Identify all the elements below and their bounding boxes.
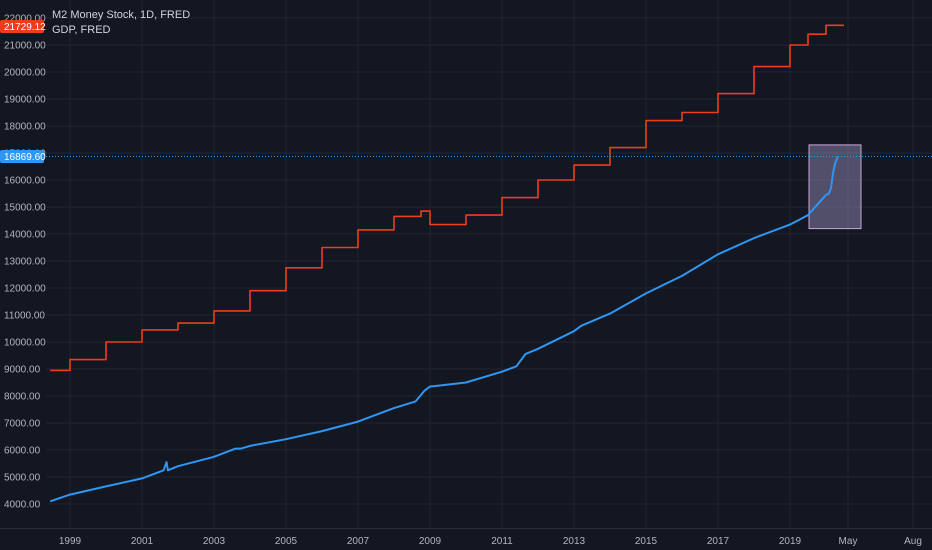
y-tick-label: 10000.00 xyxy=(4,338,46,349)
y-tick-label: 12000.00 xyxy=(4,284,46,295)
y-tick-label: 18000.00 xyxy=(4,122,46,133)
x-tick-label: 2005 xyxy=(275,536,298,547)
gdp-price-tag xyxy=(0,20,44,33)
chart-legend: M2 Money Stock, 1D, FRED GDP, FRED xyxy=(52,8,190,38)
legend-m2-label[interactable]: M2 Money Stock, 1D, FRED xyxy=(52,9,191,21)
y-tick-label: 22000.00 xyxy=(4,14,46,25)
x-tick-label: 2003 xyxy=(203,536,226,547)
x-tick-label: 2011 xyxy=(491,536,513,547)
x-tick-label: Aug xyxy=(904,536,922,547)
y-tick-label: 21000.00 xyxy=(4,41,46,52)
highlight-region xyxy=(808,144,862,230)
y-tick-label: 6000.00 xyxy=(4,446,41,457)
x-tick-label: 2009 xyxy=(419,536,442,547)
y-tick-label: 5000.00 xyxy=(4,473,41,484)
gdp-price-tag-text: 21729.12 xyxy=(4,22,46,33)
y-tick-label: 19000.00 xyxy=(4,95,46,106)
legend-gdp-label[interactable]: GDP, FRED xyxy=(52,24,111,36)
gdp-series-line xyxy=(50,24,844,372)
x-tick-label: 2017 xyxy=(707,536,730,547)
y-tick-label: 8000.00 xyxy=(4,392,41,403)
x-tick-label: 2007 xyxy=(347,536,370,547)
x-tick-label: 2015 xyxy=(635,536,658,547)
y-tick-label: 4000.00 xyxy=(4,500,41,511)
grid xyxy=(46,0,932,528)
x-tick-label: 2019 xyxy=(779,536,802,547)
m2-series-line xyxy=(49,156,839,503)
x-tick-label: May xyxy=(839,536,858,547)
x-axis: 1999 2001 2003 2005 2007 2009 2011 2013 2015 2017… xyxy=(0,528,932,547)
series-layer xyxy=(49,24,844,503)
y-tick-label: 15000.00 xyxy=(4,203,46,214)
price-tags: 21729.12 16869.60 xyxy=(0,20,46,163)
x-tick-label: 2013 xyxy=(563,536,586,547)
y-tick-label: 20000.00 xyxy=(4,68,46,79)
y-tick-label: 11000.00 xyxy=(4,311,45,322)
m2-price-tag xyxy=(0,150,44,163)
highlight-box xyxy=(808,144,862,230)
x-tick-label: 2001 xyxy=(131,536,154,547)
y-tick-label: 16000.00 xyxy=(4,176,46,187)
y-tick-label: 7000.00 xyxy=(4,419,41,430)
y-tick-label: 14000.00 xyxy=(4,230,46,241)
y-tick-label: 9000.00 xyxy=(4,365,41,376)
m2-price-tag-text: 16869.60 xyxy=(4,152,46,163)
y-tick-label: 13000.00 xyxy=(4,257,46,268)
y-axis: 22000.00 21000.00 20000.00 19000.00 18000.00… xyxy=(4,14,46,511)
x-tick-label: 1999 xyxy=(59,536,82,547)
